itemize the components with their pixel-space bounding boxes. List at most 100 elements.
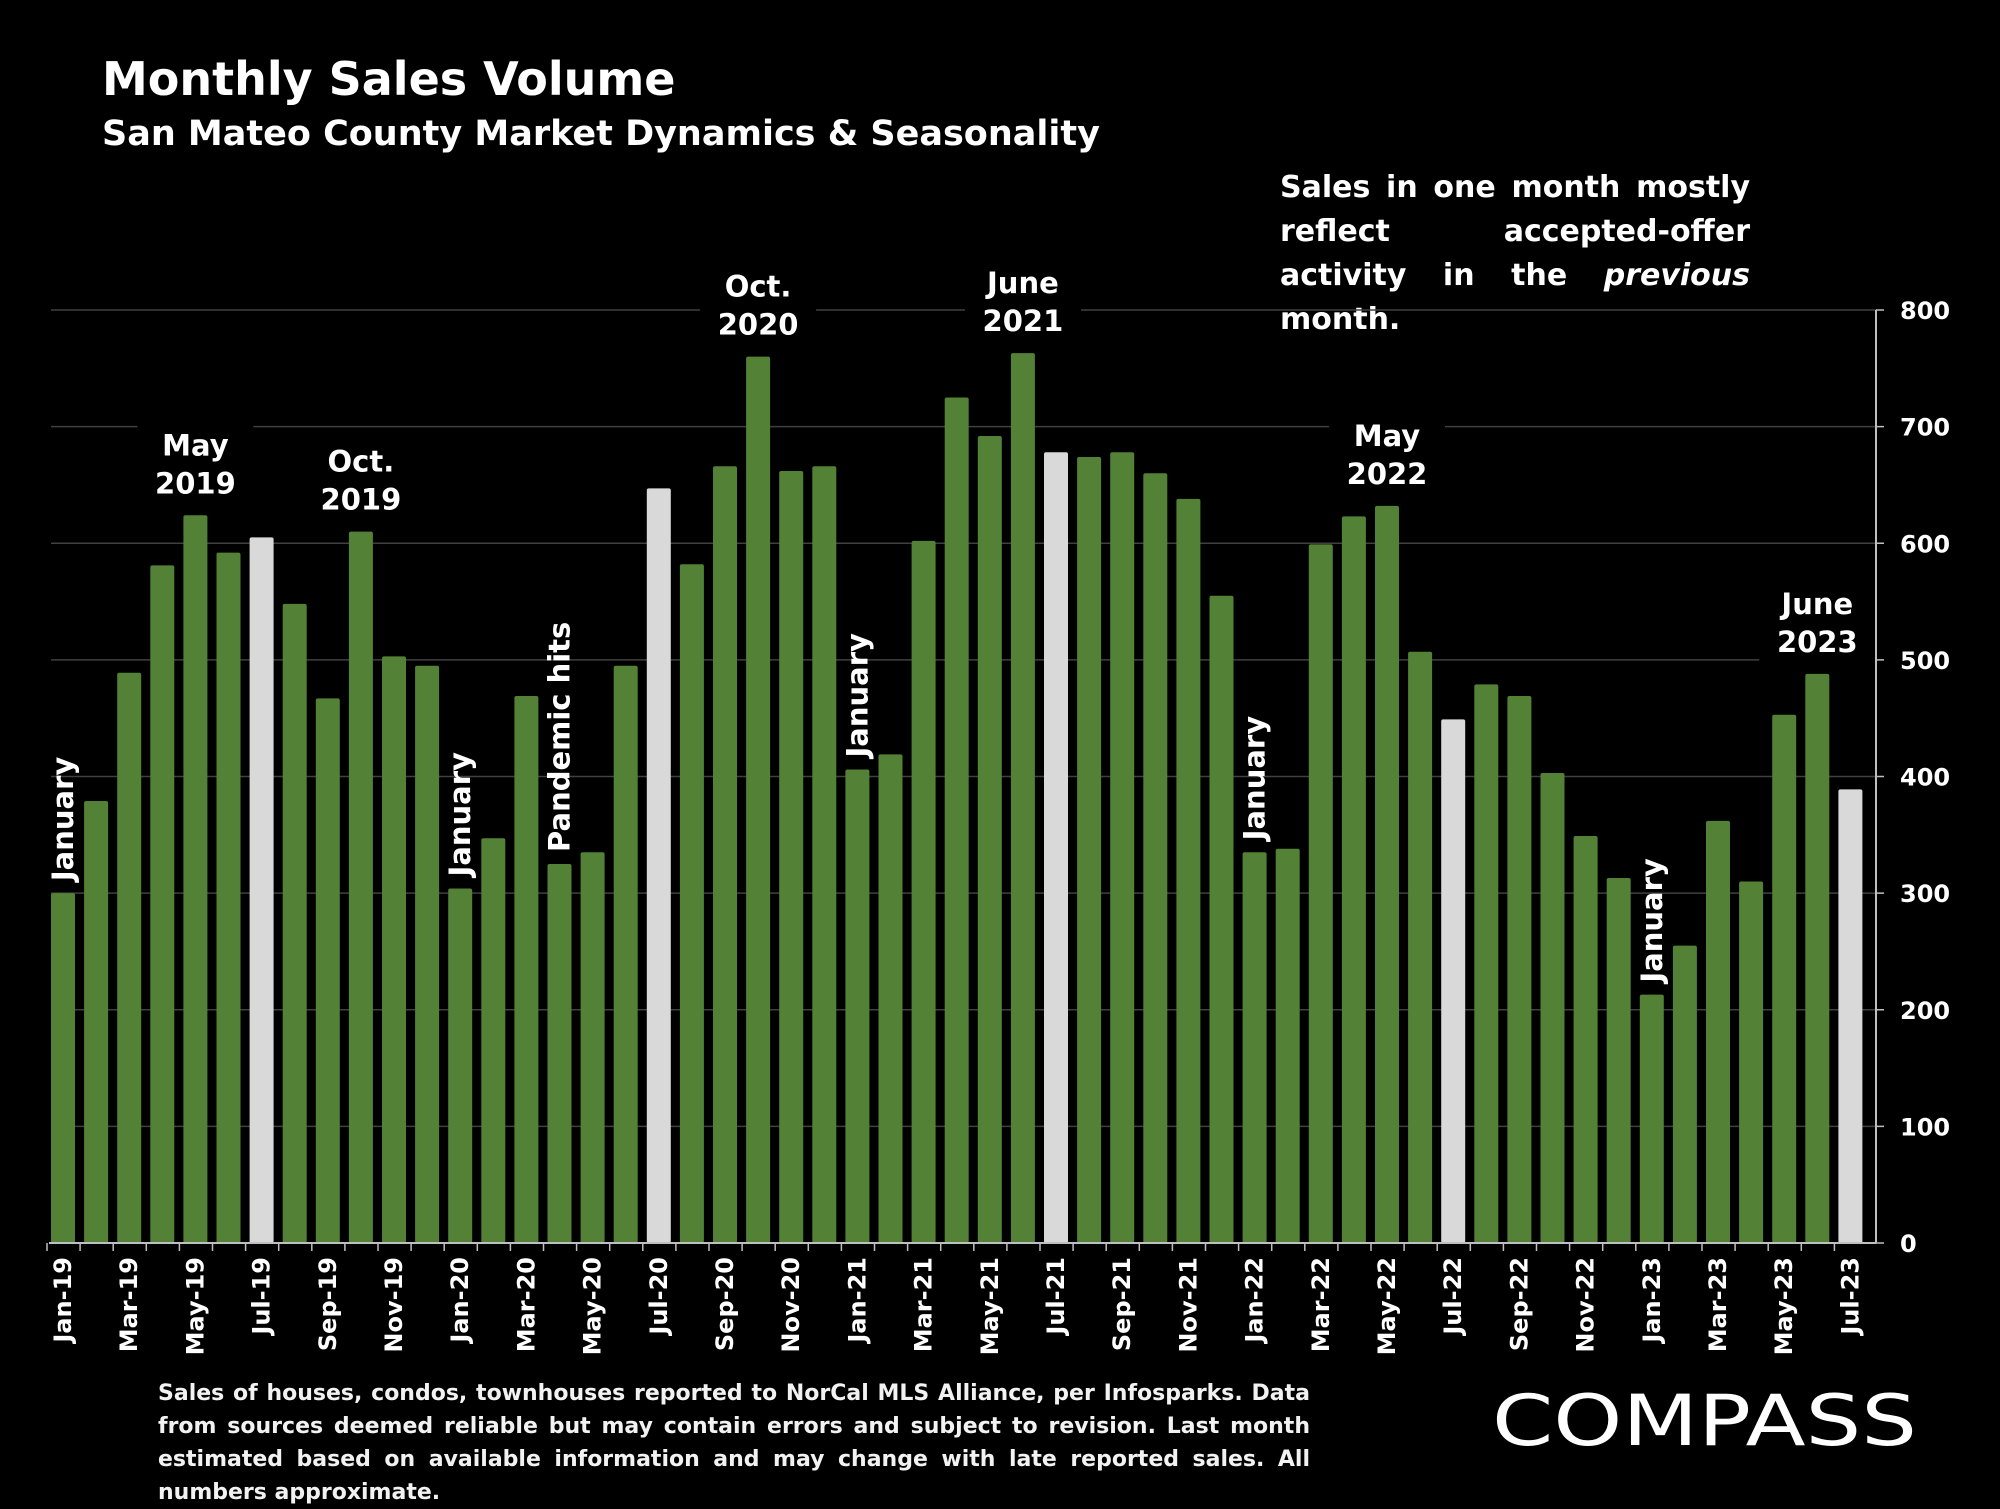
bar-May-21 [977,435,1002,1244]
bar-Jul-21 [1044,452,1068,1244]
note-emphasis: previous [1603,258,1750,293]
x-tick-label: Sep-20 [711,1257,739,1351]
bar-Oct-20 [746,356,771,1243]
bar-Dec-21 [1209,595,1234,1243]
x-tick-label: Jan-20 [446,1257,474,1345]
annotation-label: January [46,757,80,884]
x-tick-label: Sep-21 [1108,1257,1136,1351]
bar-Nov-22 [1573,835,1598,1243]
compass-logo: COMPASS [1492,1380,1917,1462]
annotation-mask [1759,573,1876,662]
bar-Jan-23 [1639,994,1664,1243]
annotation-label: Pandemic hits [543,622,577,852]
annotation-mask [964,253,1081,342]
x-tick-label: Nov-22 [1572,1257,1600,1353]
bar-Apr-21 [944,397,969,1243]
annotation-label: January [1238,716,1272,843]
bar-Sep-21 [1110,452,1135,1244]
bar-Apr-23 [1739,881,1764,1243]
annotation-label: Oct. [328,445,395,479]
bar-May-20 [580,852,605,1243]
annotation-label: May [1354,419,1421,453]
x-tick-label: May-22 [1373,1257,1401,1355]
logo-wordmark: COMPASS [1492,1380,1917,1462]
bar-May-23 [1772,714,1797,1243]
bar-Jan-20 [448,888,473,1243]
y-tick-label: 0 [1900,1230,1917,1258]
x-tick-label: May-19 [181,1257,209,1355]
y-tick-label: 100 [1900,1113,1950,1141]
x-tick-label: Mar-20 [512,1257,540,1352]
bar-Jan-21 [845,769,870,1243]
bar-Feb-21 [878,754,903,1243]
annotation-label: 2019 [321,483,402,517]
bar-Jan-19 [51,893,75,1243]
y-tick-label: 400 [1900,764,1950,792]
bar-Mar-19 [117,672,142,1243]
x-tick-label: Jan-19 [49,1257,77,1345]
x-tick-label: Nov-19 [380,1257,408,1353]
bar-Jun-21 [1010,353,1035,1243]
bar-Sep-19 [315,698,340,1243]
bar-Dec-20 [812,466,837,1244]
y-axis: 0 100 200 300 400 500 600 700 800 [1875,297,1950,1258]
bar-Oct-22 [1540,773,1565,1243]
y-tick-label: 200 [1900,997,1950,1025]
bar-Jul-22 [1441,719,1466,1243]
annotation-label: June [1779,587,1853,621]
bar-Apr-22 [1341,516,1366,1243]
x-tick-label: Sep-22 [1505,1257,1533,1351]
bar-Apr-20 [547,863,572,1243]
x-tick-label: May-20 [579,1257,607,1355]
bar-Dec-22 [1606,877,1631,1243]
bar-Feb-20 [481,838,506,1243]
bar-Mar-21 [911,540,936,1243]
y-tick-label: 700 [1900,414,1950,442]
y-tick-label: 300 [1900,880,1950,908]
annotation-label: January [840,633,874,760]
bar-May-19 [183,515,208,1243]
y-tick-label: 600 [1900,530,1950,558]
bar-Jan-22 [1242,852,1267,1243]
x-tick-label: Jul-20 [645,1257,673,1337]
x-tick-label: Jul-22 [1439,1257,1467,1337]
bar-Sep-20 [713,466,737,1244]
x-tick-label: May-23 [1770,1257,1798,1355]
bar-Feb-19 [84,800,109,1243]
bar-Mar-20 [514,696,539,1243]
bars [51,353,1863,1244]
x-tick-label: Jul-21 [1042,1257,1070,1337]
annotation-label: June [985,266,1059,300]
bar-Oct-19 [348,531,373,1243]
annotation-mask [137,415,254,504]
bar-Aug-19 [282,603,307,1243]
annotation-label: 2019 [155,466,236,500]
bar-Jul-23 [1838,789,1863,1243]
x-tick-label: Nov-21 [1174,1257,1202,1353]
bar-Jun-23 [1805,673,1830,1243]
annotation-label: 2022 [1347,457,1428,491]
bar-Jul-19 [249,537,274,1243]
x-tick-label: Sep-19 [314,1257,342,1351]
bar-Dec-19 [415,665,440,1243]
x-tick-label: Mar-22 [1307,1257,1335,1352]
note-text-start: Sales in one month mostly reflect accept… [1280,170,1750,293]
bar-Sep-22 [1507,696,1532,1243]
x-tick-label: Jan-22 [1241,1257,1269,1345]
bar-Mar-23 [1706,820,1730,1243]
annotation-label: Oct. [725,270,792,304]
annotation-masks [137,253,1876,662]
bar-Jun-20 [613,665,638,1243]
x-tick-label: Jan-21 [843,1257,871,1345]
bar-Apr-19 [150,565,175,1243]
annotation-label: May [162,428,229,462]
bar-Jul-20 [646,488,671,1243]
bar-Jun-22 [1408,651,1433,1243]
x-tick-label: May-21 [976,1257,1004,1355]
annotation-mask [302,431,419,520]
note-text-end: month. [1280,302,1401,337]
x-tick-label: Mar-19 [115,1257,143,1352]
bar-Nov-21 [1176,498,1201,1243]
x-axis: Jan-19 Mar-19 May-19 Jul-19 Sep-19 Nov-19 Jan-… [46,1242,1876,1355]
bar-Aug-21 [1077,456,1102,1243]
